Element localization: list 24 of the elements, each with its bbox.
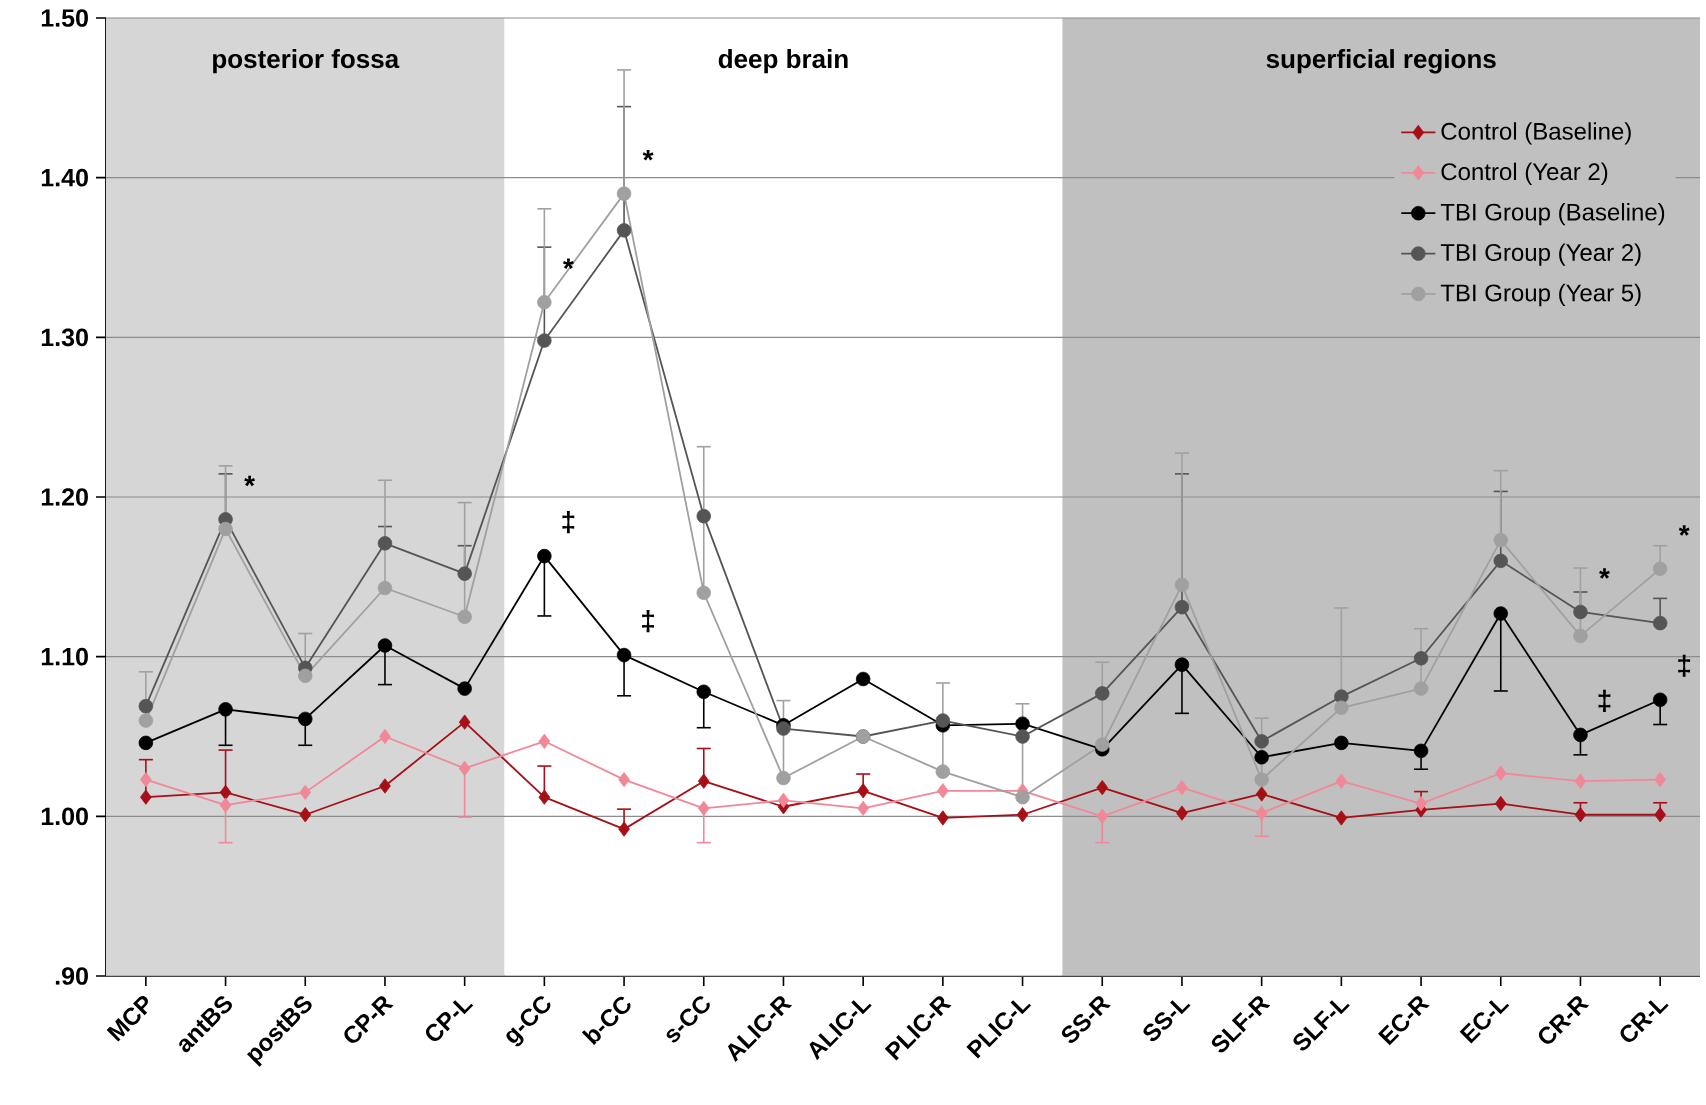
y-tick-label: 1.20 bbox=[41, 488, 88, 506]
annotation: * bbox=[563, 258, 574, 269]
annotation: ‡ bbox=[1598, 689, 1611, 712]
annotation: ‡ bbox=[1678, 654, 1691, 677]
annotation: * bbox=[1678, 525, 1690, 536]
y-tick-label: 1.10 bbox=[41, 647, 88, 666]
legend-label: TBI Group (Year 2) bbox=[1440, 243, 1641, 266]
legend-label: TBI Group (Baseline) bbox=[1440, 203, 1665, 226]
annotation: ‡ bbox=[562, 510, 575, 534]
y-tick-label: 1.40 bbox=[41, 168, 88, 187]
annotation: * bbox=[244, 475, 255, 487]
y-tick-label: 1.00 bbox=[41, 807, 88, 826]
annotation: * bbox=[1599, 568, 1610, 579]
legend-label: Control (Baseline) bbox=[1441, 122, 1631, 145]
y-tick-label: 1.30 bbox=[41, 328, 88, 347]
legend-label: TBI Group (Year 5) bbox=[1440, 283, 1641, 307]
band-label: superficial regions bbox=[1266, 49, 1496, 74]
y-tick-label: .90 bbox=[55, 967, 88, 985]
annotation: ‡ bbox=[642, 609, 654, 633]
band-label: deep brain bbox=[718, 49, 848, 74]
annotation: * bbox=[642, 150, 654, 161]
legend-label: Control (Year 2) bbox=[1441, 162, 1608, 185]
y-tick-label: 1.50 bbox=[41, 9, 88, 27]
band-label: posterior fossa bbox=[213, 49, 400, 74]
